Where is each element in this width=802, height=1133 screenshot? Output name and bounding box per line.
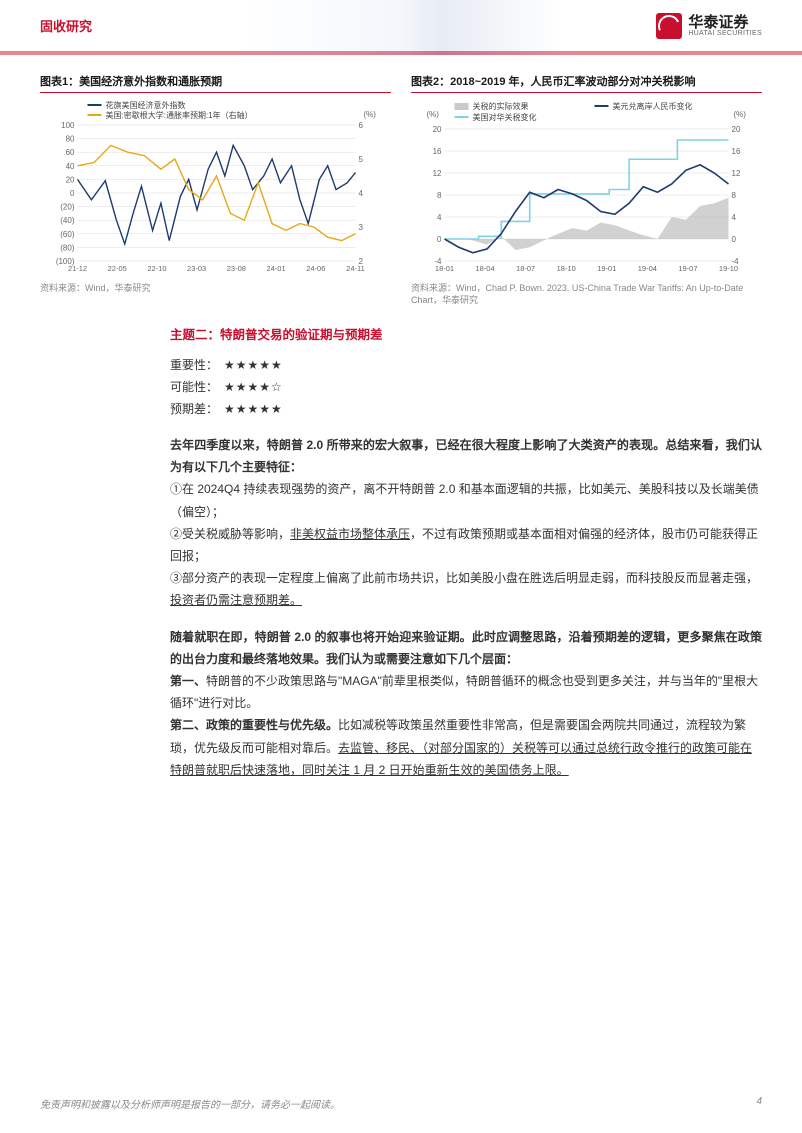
list-item-1: ①在 2024Q4 持续表现强势的资产，离不开特朗普 2.0 和基本面逻辑的共振… <box>170 478 762 522</box>
svg-text:18-10: 18-10 <box>557 264 576 273</box>
d1-text: 特朗普的不少政策思路与"MAGA"前辈里根类似，特朗普循环的概念也受到更多关注，… <box>170 674 758 710</box>
svg-text:40: 40 <box>66 162 75 171</box>
svg-text:(20): (20) <box>60 203 75 212</box>
rating-stars: ★★★★★ <box>224 398 283 420</box>
report-category: 固收研究 <box>40 16 92 35</box>
ratings-block: 重要性： ★★★★★ 可能性： ★★★★☆ 预期差： ★★★★★ <box>170 354 762 421</box>
list-item-3: ③部分资产的表现一定程度上偏离了此前市场共识，比如美股小盘在胜选后明显走弱，而科… <box>170 567 762 611</box>
chart-1-canvas: 100806040200(20)(40)(60)(80)(100)65432(%… <box>40 99 391 279</box>
svg-text:24-11: 24-11 <box>346 264 365 273</box>
svg-text:18-04: 18-04 <box>475 264 494 273</box>
list-item-2: ②受关税威胁等影响，非美权益市场整体承压，不过有政策预期或基本面相对偏强的经济体… <box>170 523 762 567</box>
li2-b: 非美权益市场整体承压 <box>290 527 410 541</box>
chart-2-block: 图表2：2018~2019 年，人民币汇率波动部分对冲关税影响 20 20 16 16… <box>411 73 762 306</box>
li3-b: 投资者仍需注意预期差。 <box>170 593 302 607</box>
svg-text:23-03: 23-03 <box>187 264 206 273</box>
svg-text:美元兑离岸人民币变化: 美元兑离岸人民币变化 <box>613 101 693 111</box>
footer-disclaimer: 免责声明和披露以及分析师声明是报告的一部分，请务必一起阅读。 <box>40 1096 340 1111</box>
svg-text:4: 4 <box>732 213 737 222</box>
svg-text:20: 20 <box>66 175 75 184</box>
svg-text:19-07: 19-07 <box>678 264 697 273</box>
svg-text:4: 4 <box>437 213 442 222</box>
svg-text:(%): (%) <box>427 110 440 119</box>
svg-text:80: 80 <box>66 135 75 144</box>
page-footer: 免责声明和披露以及分析师声明是报告的一部分，请务必一起阅读。 4 <box>40 1096 762 1111</box>
logo-en: HUATAI SECURITIES <box>688 30 762 37</box>
rating-row: 预期差： ★★★★★ <box>170 398 762 420</box>
svg-text:24-01: 24-01 <box>266 264 285 273</box>
svg-text:花旗美国经济意外指数: 花旗美国经济意外指数 <box>106 100 186 110</box>
svg-text:4: 4 <box>359 189 364 198</box>
chart-1-svg: 100806040200(20)(40)(60)(80)(100)65432(%… <box>40 99 391 279</box>
chart-1-title: 图表1：美国经济意外指数和通胀预期 <box>40 73 391 93</box>
svg-text:20: 20 <box>433 125 442 134</box>
li2-a: ②受关税威胁等影响， <box>170 527 290 541</box>
para-1: 去年四季度以来，特朗普 2.0 所带来的宏大叙事，已经在很大程度上影响了大类资产… <box>170 434 762 478</box>
svg-text:5: 5 <box>359 155 364 164</box>
chart-2-canvas: 202016161212884400-4-4(%)(%)18-0118-0418… <box>411 99 762 279</box>
rating-stars: ★★★★★ <box>224 354 283 376</box>
svg-text:24-06: 24-06 <box>306 264 325 273</box>
para-2: 随着就职在即，特朗普 2.0 的叙事也将开始迎来验证期。此时应调整思路，沿着预期… <box>170 626 762 670</box>
rating-label: 预期差： <box>170 398 218 420</box>
logo-mark-icon <box>656 13 682 39</box>
svg-text:16: 16 <box>433 147 442 156</box>
svg-text:3: 3 <box>359 223 364 232</box>
detail-2: 第二、政策的重要性与优先级。比如减税等政策虽然重要性非常高，但是需要国会两院共同… <box>170 714 762 781</box>
d1-label: 第一、 <box>170 674 206 688</box>
svg-text:21-12: 21-12 <box>68 264 87 273</box>
rating-label: 重要性： <box>170 354 218 376</box>
svg-text:8: 8 <box>732 191 737 200</box>
svg-text:(40): (40) <box>60 216 75 225</box>
svg-text:19-10: 19-10 <box>719 264 738 273</box>
page-number: 4 <box>756 1096 762 1111</box>
svg-text:22-05: 22-05 <box>108 264 127 273</box>
svg-text:16: 16 <box>732 147 741 156</box>
svg-text:(80): (80) <box>60 243 75 252</box>
svg-text:关税的实际效果: 关税的实际效果 <box>473 101 529 111</box>
svg-text:0: 0 <box>437 235 442 244</box>
svg-text:(60): (60) <box>60 230 75 239</box>
svg-text:0: 0 <box>70 189 75 198</box>
svg-text:23-08: 23-08 <box>227 264 246 273</box>
svg-text:22-10: 22-10 <box>147 264 166 273</box>
svg-text:6: 6 <box>359 121 364 130</box>
rating-row: 可能性： ★★★★☆ <box>170 376 762 398</box>
body-content: 主题二：特朗普交易的验证期与预期差 重要性：★★★★★可能性：★★★★☆预期差：… <box>0 312 802 781</box>
svg-text:12: 12 <box>433 169 442 178</box>
page-header: 固收研究 华泰证券 HUATAI SECURITIES <box>0 0 802 55</box>
charts-row: 图表1：美国经济意外指数和通胀预期 100806040200(20)(40)(6… <box>0 55 802 312</box>
chart-1-source: 资料来源：Wind，华泰研究 <box>40 283 391 295</box>
svg-text:(%): (%) <box>364 110 377 119</box>
logo-cn: 华泰证券 <box>688 15 762 30</box>
svg-text:20: 20 <box>732 125 741 134</box>
svg-text:美国对华关税变化: 美国对华关税变化 <box>473 112 537 122</box>
svg-text:美国:密歇根大学:通胀率预期:1年（右轴）: 美国:密歇根大学:通胀率预期:1年（右轴） <box>106 110 253 120</box>
chart-2-title: 图表2：2018~2019 年，人民币汇率波动部分对冲关税影响 <box>411 73 762 93</box>
svg-text:8: 8 <box>437 191 442 200</box>
svg-text:19-04: 19-04 <box>638 264 657 273</box>
svg-text:60: 60 <box>66 148 75 157</box>
svg-text:100: 100 <box>61 121 75 130</box>
svg-text:18-07: 18-07 <box>516 264 535 273</box>
rating-label: 可能性： <box>170 376 218 398</box>
rating-stars: ★★★★☆ <box>224 376 283 398</box>
svg-text:19-01: 19-01 <box>597 264 616 273</box>
brand-logo: 华泰证券 HUATAI SECURITIES <box>656 13 762 39</box>
chart-1-block: 图表1：美国经济意外指数和通胀预期 100 80 60 40 20 0 (20) (40) (6… <box>40 73 391 306</box>
li3-a: ③部分资产的表现一定程度上偏离了此前市场共识，比如美股小盘在胜选后明显走弱，而科… <box>170 571 758 585</box>
rating-row: 重要性： ★★★★★ <box>170 354 762 376</box>
detail-1: 第一、特朗普的不少政策思路与"MAGA"前辈里根类似，特朗普循环的概念也受到更多… <box>170 670 762 714</box>
svg-text:12: 12 <box>732 169 741 178</box>
logo-text: 华泰证券 HUATAI SECURITIES <box>688 15 762 37</box>
svg-text:18-01: 18-01 <box>435 264 454 273</box>
topic-title: 主题二：特朗普交易的验证期与预期差 <box>170 324 762 347</box>
d2-label: 第二、政策的重要性与优先级。 <box>170 718 338 732</box>
svg-text:(%): (%) <box>734 110 747 119</box>
chart-2-svg: 202016161212884400-4-4(%)(%)18-0118-0418… <box>411 99 762 279</box>
chart-2-source: 资料来源：Wind，Chad P. Bown. 2023. US-China T… <box>411 283 762 306</box>
svg-text:0: 0 <box>732 235 737 244</box>
